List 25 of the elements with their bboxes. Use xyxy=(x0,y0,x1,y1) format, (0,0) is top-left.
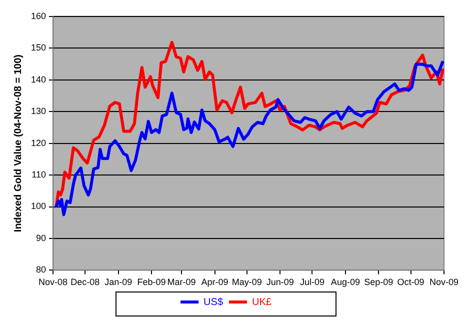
x-tick-label: Jan-09 xyxy=(104,277,132,288)
y-tick-label: 90 xyxy=(36,232,46,243)
x-tick-label: Oct-09 xyxy=(397,277,424,288)
y-tick-label: 100 xyxy=(30,201,46,212)
y-tick-label: 160 xyxy=(30,10,46,21)
x-tick-label: Jul-09 xyxy=(300,277,324,288)
x-tick-label: Nov-08 xyxy=(38,277,68,288)
x-tick-label: Sep-09 xyxy=(364,277,394,288)
legend-label: UK£ xyxy=(252,296,272,308)
y-tick-label: 80 xyxy=(36,264,46,275)
y-tick-label: 110 xyxy=(32,170,46,180)
x-tick-label: Aug-09 xyxy=(330,277,360,288)
x-tick-label: Mar-09 xyxy=(167,277,196,288)
y-tick-label: 150 xyxy=(30,42,46,53)
x-tick-label: Nov-09 xyxy=(429,277,459,288)
y-tick-label: 130 xyxy=(30,106,46,116)
y-tick-label: 120 xyxy=(30,138,46,148)
y-axis-title: Indexed Gold Value (04-Nov-08 = 100) xyxy=(12,54,24,232)
x-tick-label: May-09 xyxy=(232,277,262,288)
x-tick-label: Feb-09 xyxy=(137,277,166,288)
x-tick-label: Jun-09 xyxy=(266,277,294,288)
legend-label: US$ xyxy=(204,296,224,308)
x-tick-label: Dec-08 xyxy=(70,277,100,288)
x-tick-label: Apr-09 xyxy=(201,277,228,288)
y-tick-label: 140 xyxy=(30,74,46,84)
